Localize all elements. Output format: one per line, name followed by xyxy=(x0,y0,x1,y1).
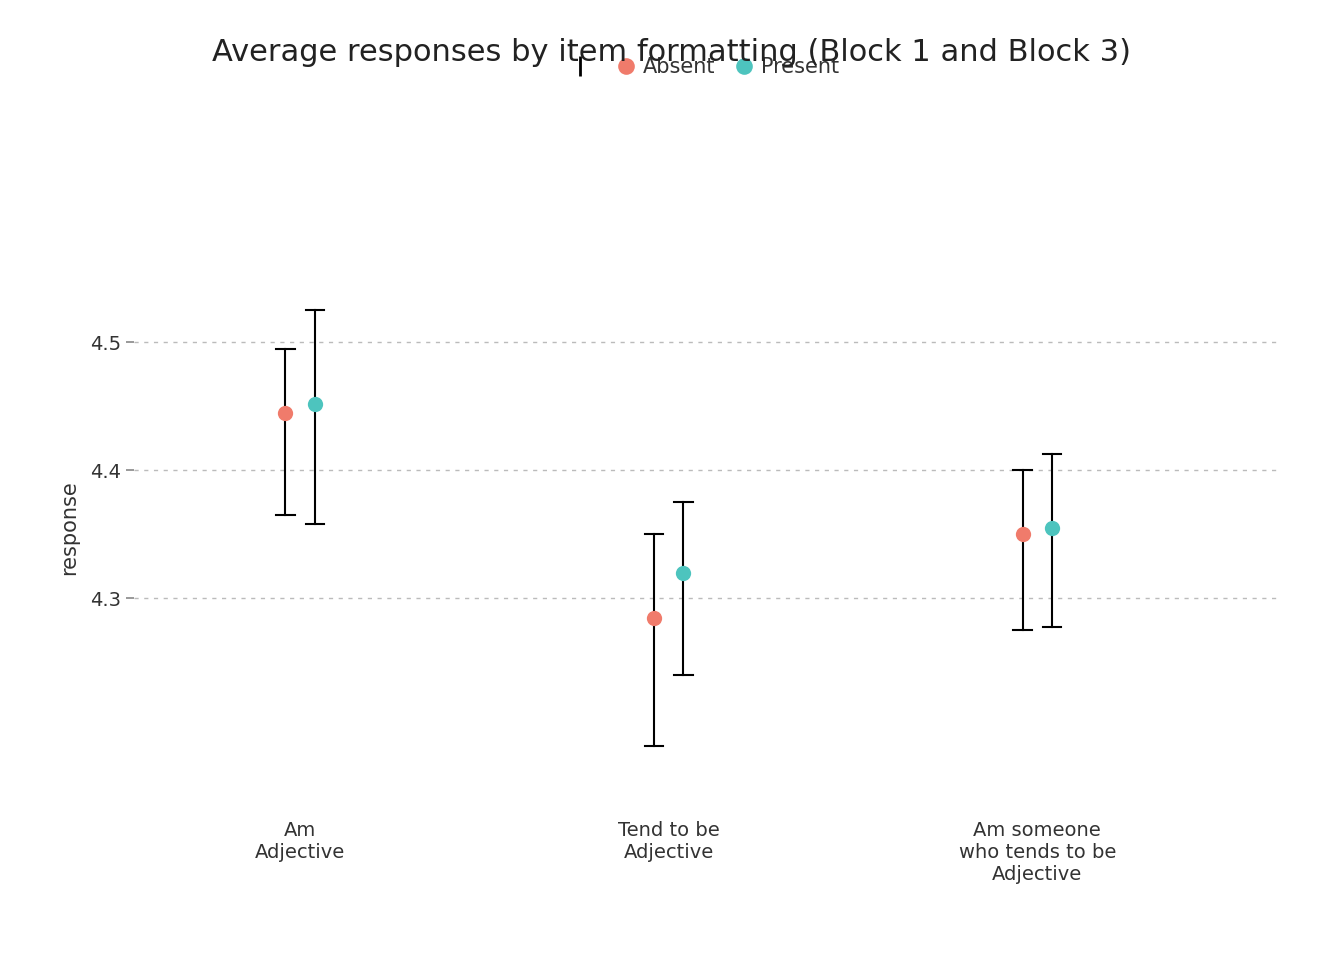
Y-axis label: response: response xyxy=(59,481,79,575)
Text: Average responses by item formatting (Block 1 and Block 3): Average responses by item formatting (Bl… xyxy=(212,38,1132,67)
Legend: , Absent, Present: , Absent, Present xyxy=(563,49,848,85)
